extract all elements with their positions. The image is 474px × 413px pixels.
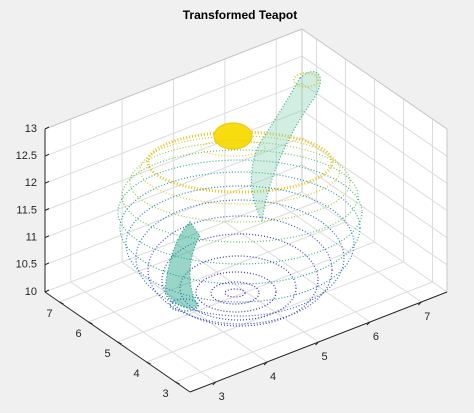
- z-tick-label: 12.5: [16, 150, 37, 162]
- teapot-bottom-ring: [195, 271, 277, 313]
- y-tick: [175, 381, 180, 385]
- z-tick-label: 13: [25, 123, 37, 135]
- x-tick: [212, 381, 217, 386]
- teapot-row: [125, 185, 355, 303]
- z-tick-label: 12: [25, 177, 37, 189]
- grid-line: [44, 164, 303, 266]
- x-tick-label: 4: [270, 371, 276, 383]
- x-tick-label: 7: [424, 311, 430, 323]
- teapot-spout-tip: [169, 298, 199, 312]
- z-tick-label: 10: [25, 286, 37, 298]
- teapot-row: [147, 215, 333, 325]
- teapot-handle: [250, 71, 321, 222]
- grid-line: [59, 201, 317, 303]
- teapot-row: [135, 199, 345, 317]
- teapot-row: [119, 171, 361, 285]
- x-tick-label: 6: [373, 331, 379, 343]
- teapot-handle-top: [293, 72, 319, 88]
- z-tick-label: 11: [26, 232, 37, 244]
- z-tick: [44, 262, 50, 266]
- z-tick: [44, 235, 50, 239]
- teapot-bottom-ring: [210, 281, 260, 305]
- y-tick-label: 6: [75, 328, 81, 340]
- teapot-spout: [164, 221, 201, 309]
- y-tick: [146, 361, 151, 365]
- grid-line: [44, 55, 303, 157]
- teapot-rim: [146, 130, 334, 194]
- teapot-point-cloud: [117, 71, 363, 327]
- y-tick: [59, 301, 64, 305]
- box-edge: [44, 28, 303, 130]
- grid-line: [117, 241, 375, 343]
- teapot-bottom-ring: [224, 288, 246, 298]
- teapot-knob: [213, 122, 253, 150]
- x-tick: [315, 341, 319, 346]
- grid-line: [301, 110, 448, 211]
- teapot-row: [121, 149, 359, 243]
- x-tick-label: 3: [219, 391, 225, 403]
- teapot-lid: [200, 139, 266, 157]
- z-tick: [44, 289, 50, 293]
- z-tick: [44, 153, 50, 157]
- grid-line: [88, 221, 346, 323]
- grid-line: [44, 110, 303, 211]
- teapot-row: [161, 233, 319, 327]
- chart-title: Transformed Teapot: [183, 8, 297, 22]
- z-tick-label: 10.5: [16, 259, 37, 271]
- x-tick: [417, 301, 422, 306]
- x-tick-label: 5: [321, 351, 327, 363]
- x-tick: [263, 361, 268, 366]
- z-tick: [44, 180, 50, 184]
- grid-line: [44, 137, 303, 239]
- grid-line: [44, 82, 303, 184]
- teapot-row: [117, 159, 363, 265]
- y-tick: [117, 341, 122, 345]
- grid-line: [175, 281, 433, 383]
- teapot-row: [139, 135, 341, 205]
- grid-line: [301, 164, 448, 266]
- grid-line: [44, 191, 303, 293]
- y-tick-label: 5: [104, 348, 110, 360]
- y-tick-label: 4: [133, 368, 139, 380]
- z-tick-label: 11.5: [16, 204, 37, 216]
- grid-line: [301, 137, 448, 239]
- grid-line: [301, 82, 448, 184]
- x-tick: [366, 321, 371, 326]
- z-tick: [44, 126, 50, 130]
- y-tick-label: 7: [46, 308, 52, 320]
- box-edge: [301, 28, 448, 130]
- teapot-row: [179, 255, 297, 321]
- grid-line: [301, 191, 448, 293]
- z-tick: [44, 208, 50, 211]
- y-tick: [88, 321, 93, 325]
- y-tick-label: 3: [162, 388, 168, 400]
- grid-line: [301, 55, 448, 157]
